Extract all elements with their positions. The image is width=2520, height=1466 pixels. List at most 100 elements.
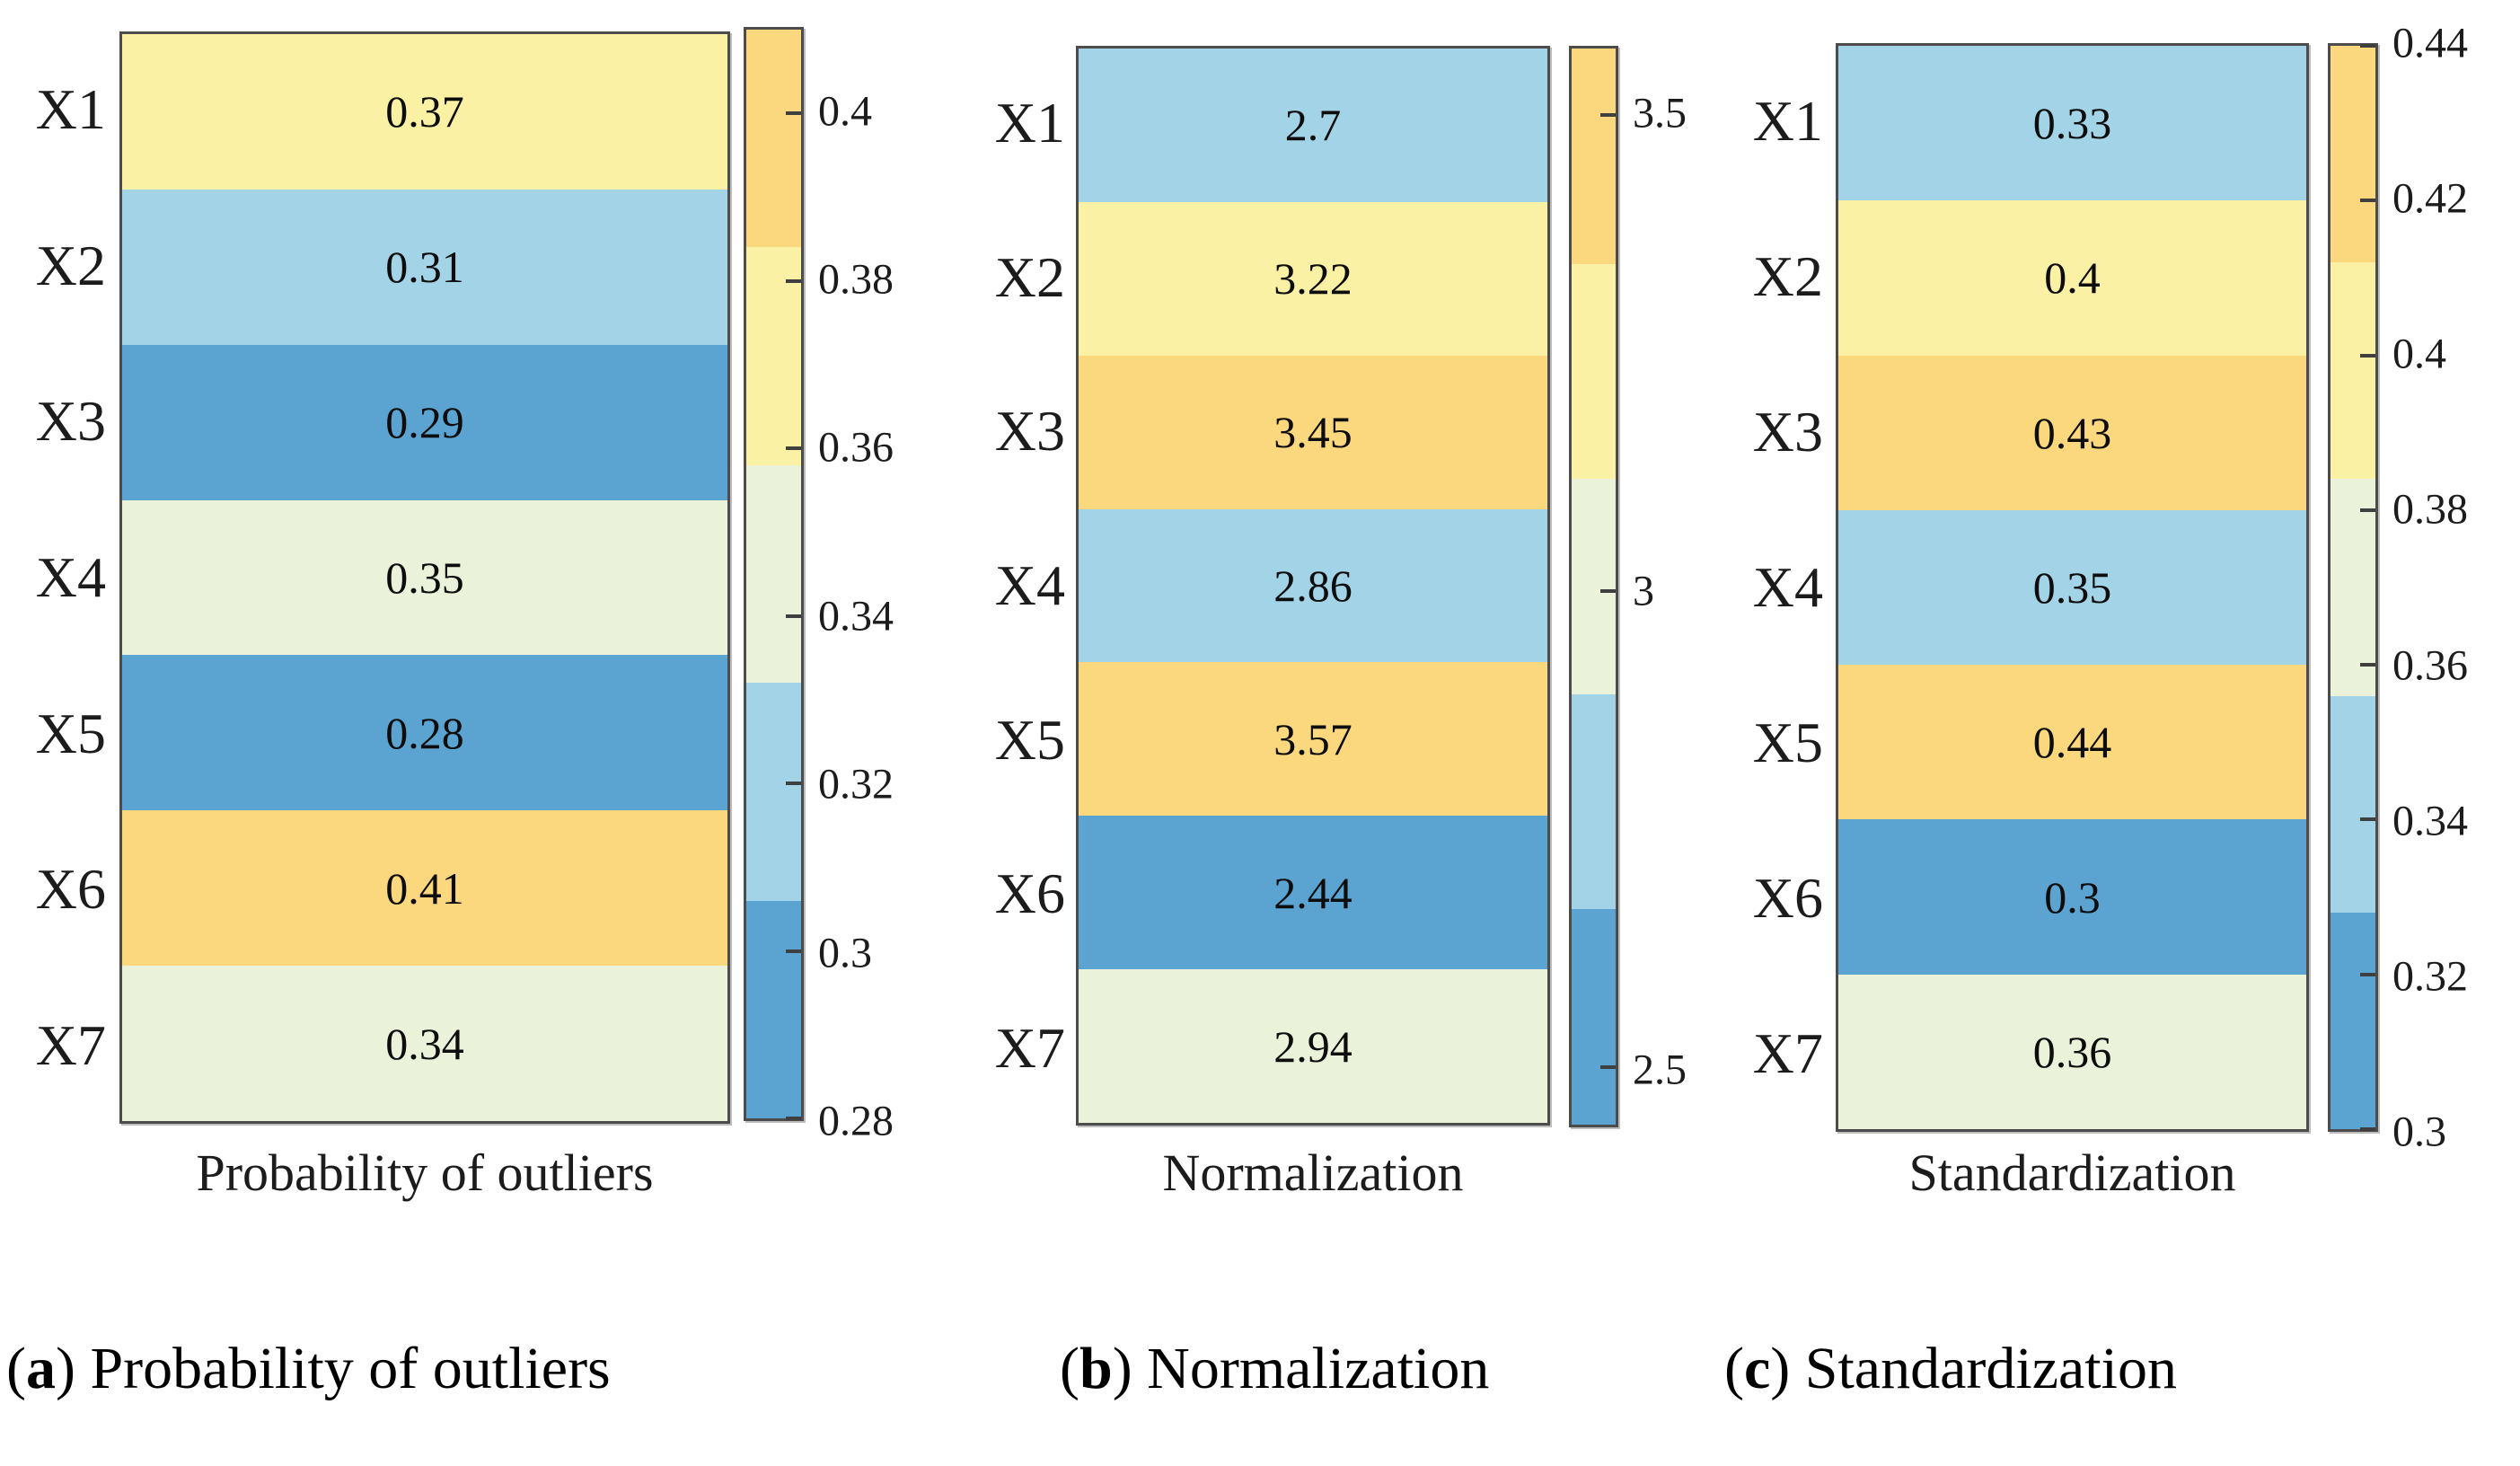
cell-value-x6: 2.44 bbox=[1273, 867, 1353, 918]
heatmap-cell-x6: 2.44 bbox=[1079, 816, 1547, 970]
row-label-x4: X4 bbox=[1752, 554, 1823, 619]
row-label-x1: X1 bbox=[1752, 88, 1823, 153]
colorbar-tick-mark bbox=[1600, 589, 1616, 594]
colorbar-tick-label: 3.5 bbox=[1633, 89, 1687, 137]
row-label-x6: X6 bbox=[1752, 866, 1823, 931]
colorbar-tick-label: 0.3 bbox=[2392, 1108, 2446, 1156]
colorbar-tick-mark bbox=[2360, 972, 2375, 976]
panel-caption-b: (b) Normalization bbox=[1060, 1336, 1490, 1401]
cell-value-x5: 3.57 bbox=[1273, 713, 1353, 764]
cell-value-x6: 0.3 bbox=[2044, 871, 2101, 923]
colorbar-tick-label: 0.36 bbox=[818, 423, 894, 472]
colorbar-tick-label: 0.38 bbox=[2392, 485, 2468, 534]
caption-letter: c bbox=[1743, 1336, 1771, 1401]
colorbar-tick-mark bbox=[786, 949, 801, 953]
cell-value-x5: 0.44 bbox=[2032, 717, 2112, 768]
colorbar-tick-label: 0.4 bbox=[818, 87, 872, 136]
caption-letter: a bbox=[25, 1336, 56, 1401]
cell-value-x1: 2.7 bbox=[1284, 100, 1342, 151]
cell-value-x5: 0.28 bbox=[385, 707, 464, 758]
colorbar-segment-1 bbox=[1572, 693, 1616, 910]
colorbar-tick-mark bbox=[2360, 199, 2375, 203]
colorbar-tick-label: 0.32 bbox=[818, 760, 894, 808]
colorbar-tick-label: 0.4 bbox=[2392, 330, 2446, 378]
colorbar-segment-3 bbox=[1572, 263, 1616, 480]
cell-value-x7: 2.94 bbox=[1273, 1020, 1353, 1072]
row-label-x5: X5 bbox=[35, 701, 106, 765]
colorbar-tick-mark bbox=[786, 446, 801, 451]
colorbar-tick-labels: 0.4 0.38 0.36 0.34 0.32 0.3 0.28 bbox=[818, 27, 971, 1144]
heatmap-cell-x5: 0.28 bbox=[122, 655, 727, 811]
colorbar-tick-mark bbox=[2360, 1127, 2375, 1131]
colorbar-segment-0 bbox=[746, 900, 801, 1119]
colorbar-tick-labels: 0.44 0.42 0.4 0.38 0.36 0.34 0.32 0.3 bbox=[2392, 20, 2520, 1156]
colorbar-tick-mark bbox=[786, 1117, 801, 1120]
colorbar-tick-mark bbox=[2360, 663, 2375, 667]
colorbar-tick-label: 0.36 bbox=[2392, 641, 2468, 690]
heatmap-cell-x5: 0.44 bbox=[1838, 665, 2306, 820]
colorbar-tick-label: 2.5 bbox=[1633, 1046, 1687, 1094]
colorbar-tick-mark bbox=[786, 278, 801, 283]
colorbar bbox=[2328, 43, 2378, 1132]
colorbar-tick-label: 3 bbox=[1633, 567, 1654, 615]
colorbar-tick-label: 0.34 bbox=[818, 592, 894, 640]
colorbar-tick-mark bbox=[2360, 508, 2375, 512]
heatmap-cell-x3: 0.29 bbox=[122, 344, 727, 500]
heatmap-cell-x3: 0.43 bbox=[1838, 355, 2306, 510]
colorbar-tick-mark bbox=[2360, 44, 2375, 48]
colorbar-tick-mark bbox=[786, 782, 801, 786]
colorbar-tick-labels: 3.5 3 2.5 bbox=[1633, 46, 1785, 1127]
colorbar bbox=[1569, 46, 1618, 1127]
row-label-x3: X3 bbox=[1752, 399, 1823, 464]
heatmap-cell-x5: 3.57 bbox=[1079, 662, 1547, 817]
row-label-x5: X5 bbox=[994, 707, 1065, 772]
heatmap-probability-of-outliers: 0.37 0.31 0.29 0.35 0.28 0.41 0.34 bbox=[119, 31, 730, 1124]
cell-value-x1: 0.37 bbox=[385, 86, 464, 137]
x-axis-title: Probability of outliers bbox=[196, 1144, 654, 1202]
row-label-x6: X6 bbox=[994, 861, 1065, 926]
row-label-x4: X4 bbox=[994, 553, 1065, 618]
row-label-x7: X7 bbox=[35, 1013, 106, 1078]
colorbar-segment-4 bbox=[746, 30, 801, 248]
row-label-x2: X2 bbox=[994, 244, 1065, 309]
heatmap-cell-x6: 0.41 bbox=[122, 810, 727, 967]
heatmap-cell-x2: 0.4 bbox=[1838, 200, 2306, 356]
colorbar-tick-mark bbox=[1600, 1065, 1616, 1070]
cell-value-x2: 0.4 bbox=[2044, 252, 2101, 304]
colorbar-segment-0 bbox=[1572, 909, 1616, 1125]
colorbar-tick-mark bbox=[786, 614, 801, 618]
y-axis-labels: X1 X2 X3 X4 X5 X6 X7 bbox=[934, 46, 1065, 1126]
cell-value-x2: 3.22 bbox=[1273, 253, 1353, 305]
colorbar-tick-label: 0.44 bbox=[2392, 19, 2468, 67]
row-label-x5: X5 bbox=[1752, 711, 1823, 775]
colorbar-segment-2 bbox=[2331, 479, 2375, 696]
colorbar-tick-label: 0.38 bbox=[818, 255, 894, 304]
cell-value-x3: 0.29 bbox=[385, 397, 464, 448]
heatmap-normalization: 2.7 3.22 3.45 2.86 3.57 2.44 2.94 bbox=[1076, 46, 1550, 1126]
heatmap-cell-x7: 0.36 bbox=[1838, 974, 2306, 1129]
caption-letter: b bbox=[1079, 1336, 1113, 1401]
colorbar-segment-0 bbox=[2331, 912, 2375, 1130]
panel-caption-c: (c) Standardization bbox=[1724, 1336, 2177, 1401]
heatmap-cell-x4: 0.35 bbox=[122, 499, 727, 656]
heatmap-cell-x4: 0.35 bbox=[1838, 509, 2306, 666]
heatmap-cell-x7: 0.34 bbox=[122, 966, 727, 1122]
y-axis-labels: X1 X2 X3 X4 X5 X6 X7 bbox=[0, 31, 106, 1124]
cell-value-x4: 0.35 bbox=[2032, 561, 2112, 613]
colorbar-segment-2 bbox=[1572, 479, 1616, 694]
row-label-x4: X4 bbox=[35, 545, 106, 610]
row-label-x6: X6 bbox=[35, 857, 106, 922]
colorbar-tick-label: 0.32 bbox=[2392, 952, 2468, 1001]
row-label-x3: X3 bbox=[35, 389, 106, 454]
heatmap-standardization: 0.33 0.4 0.43 0.35 0.44 0.3 0.36 bbox=[1836, 43, 2309, 1132]
colorbar-segment-1 bbox=[746, 683, 801, 901]
heatmap-cell-x3: 3.45 bbox=[1079, 355, 1547, 509]
cell-value-x4: 0.35 bbox=[385, 552, 464, 603]
colorbar-segment-3 bbox=[746, 247, 801, 465]
row-label-x3: X3 bbox=[994, 399, 1065, 464]
colorbar-tick-mark bbox=[2360, 817, 2375, 822]
colorbar-tick-mark bbox=[2360, 353, 2375, 358]
colorbar-segment-1 bbox=[2331, 695, 2375, 913]
colorbar-tick-label: 0.34 bbox=[2392, 797, 2468, 845]
heatmap-cell-x1: 0.37 bbox=[122, 34, 727, 190]
